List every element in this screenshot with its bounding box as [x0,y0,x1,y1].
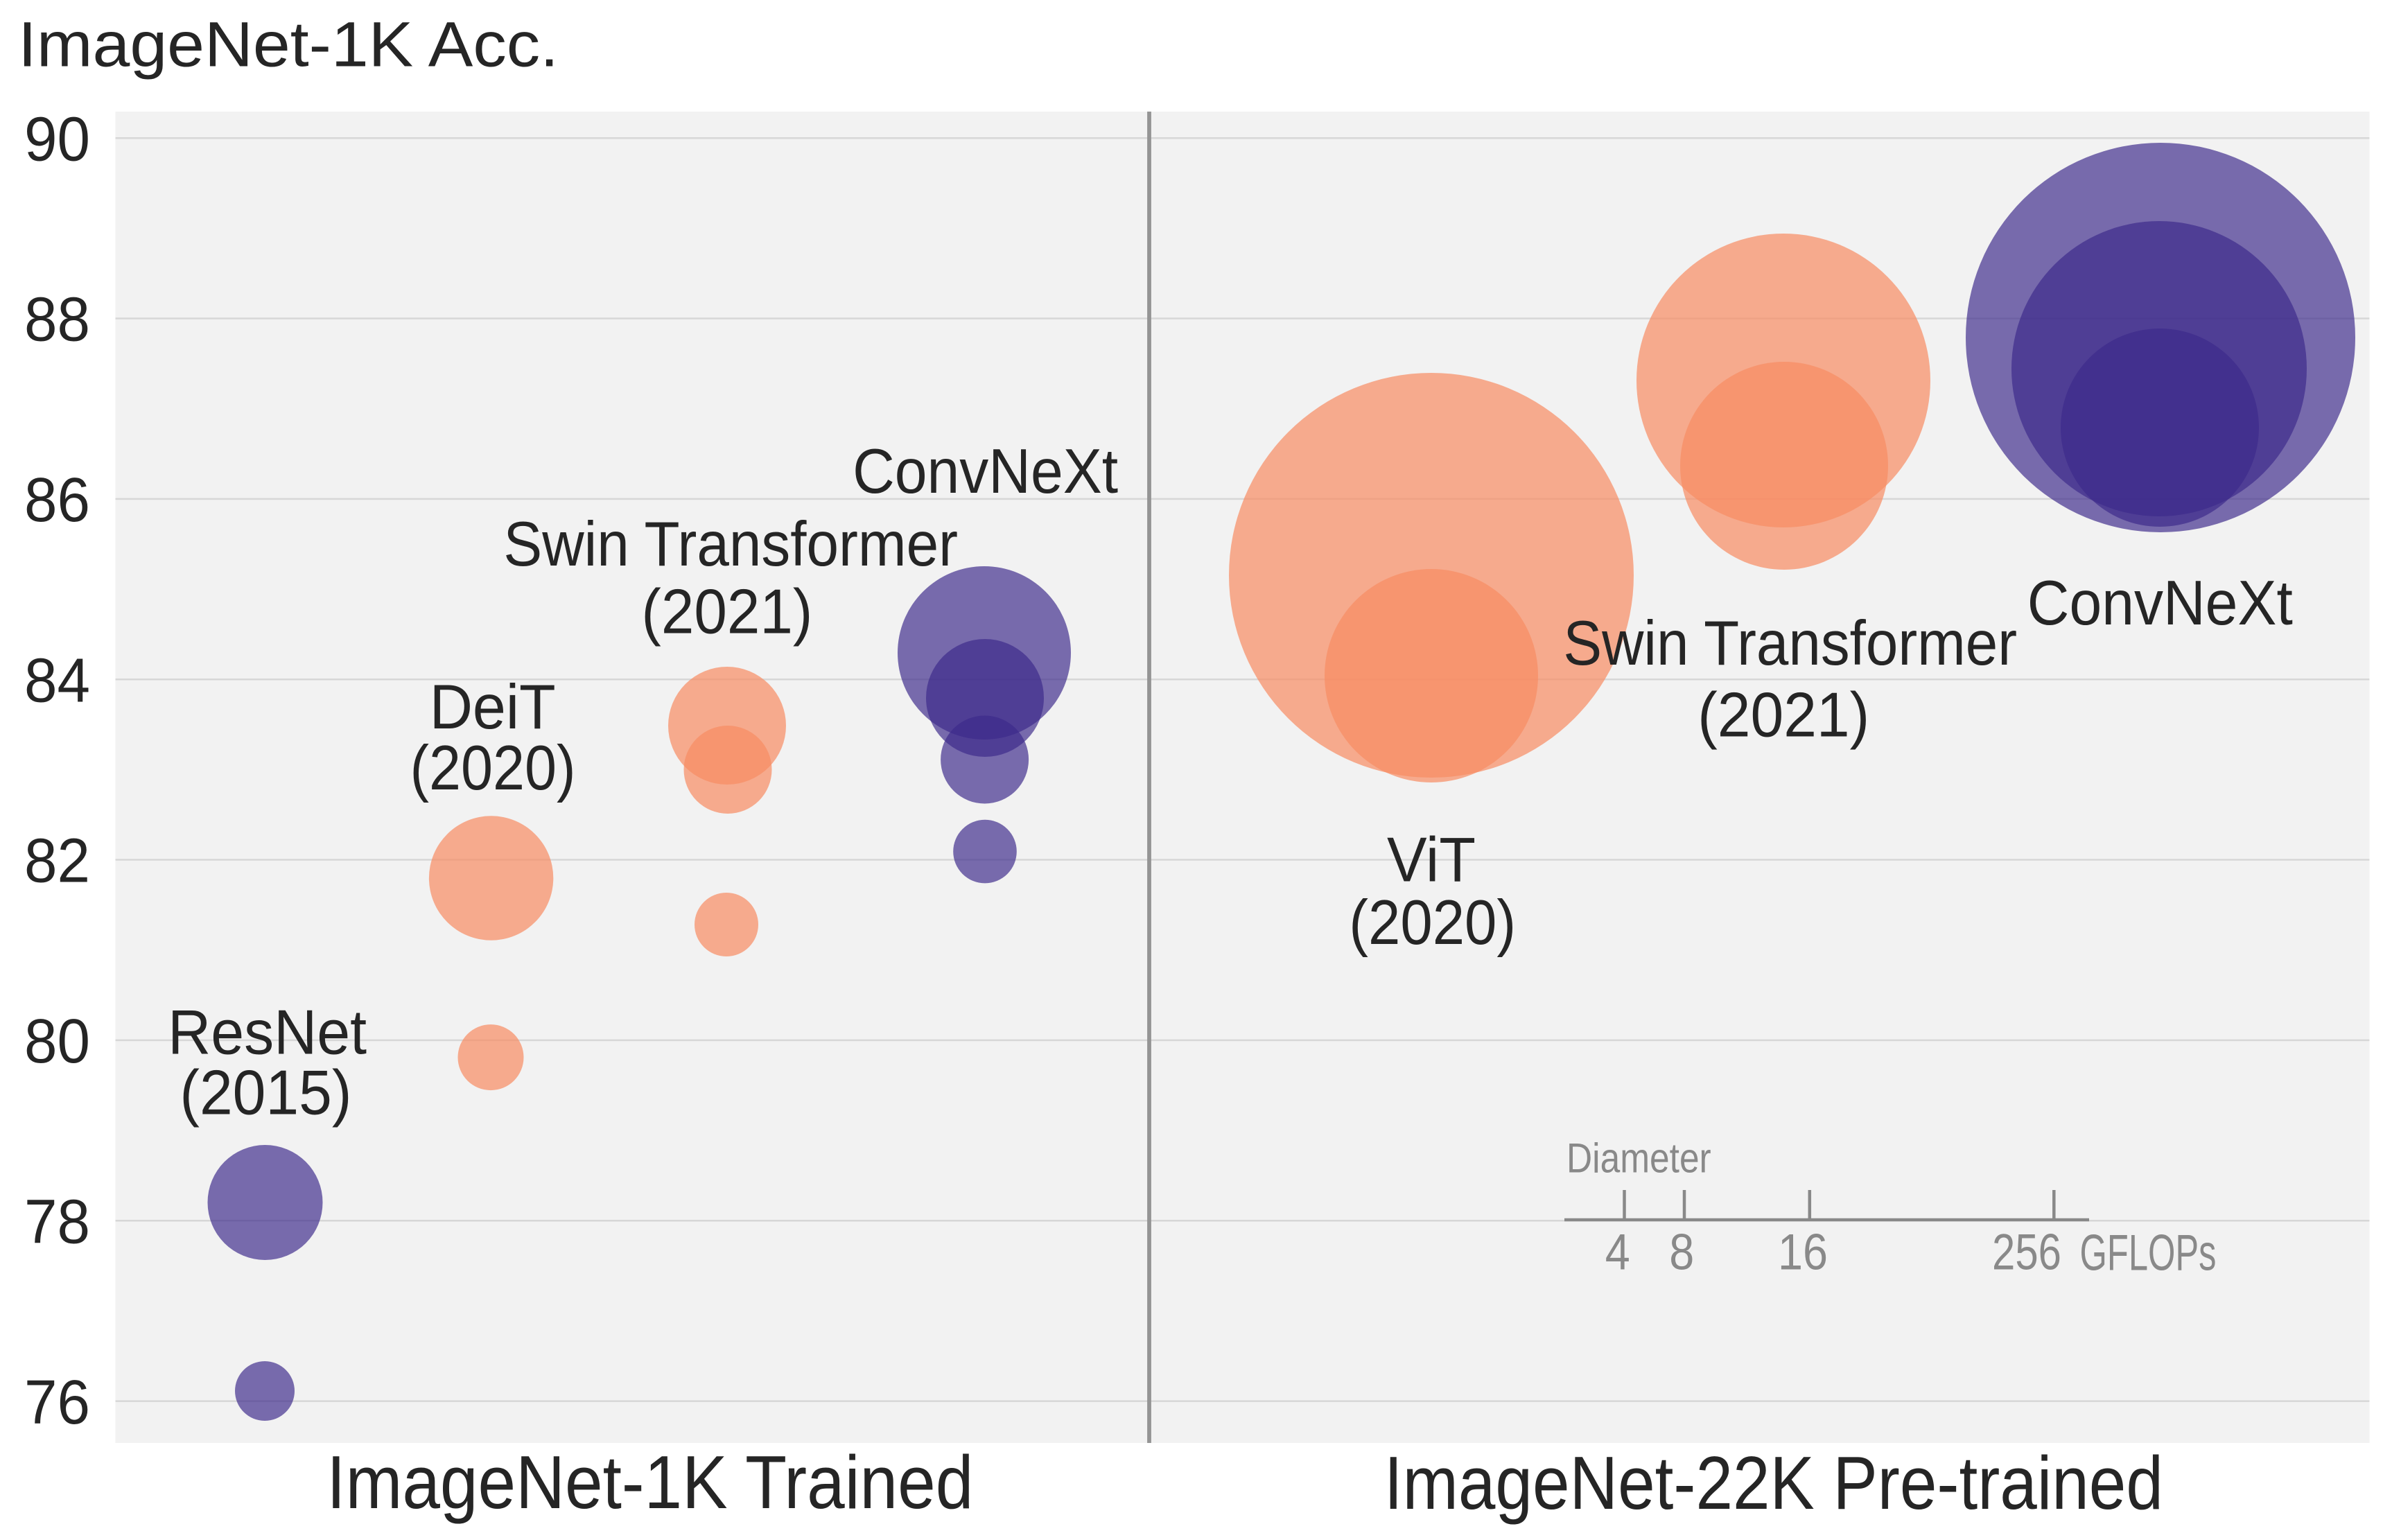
svg-text:78: 78 [24,1187,90,1257]
svg-text:ImageNet-1K Acc.: ImageNet-1K Acc. [18,10,559,80]
svg-text:80: 80 [24,1007,90,1076]
svg-text:Diameter: Diameter [1566,1135,1711,1182]
svg-text:ConvNeXt: ConvNeXt [853,437,1118,507]
svg-text:Swin Transformer: Swin Transformer [503,509,958,579]
svg-text:256: 256 [1992,1225,2061,1281]
svg-text:16: 16 [1778,1225,1828,1281]
svg-text:ResNet: ResNet [168,997,367,1067]
svg-text:90: 90 [24,105,90,174]
svg-text:ViT: ViT [1387,825,1476,895]
svg-text:(2021): (2021) [1697,681,1869,751]
svg-text:ImageNet-1K Trained: ImageNet-1K Trained [326,1440,973,1525]
svg-text:(2021): (2021) [641,577,812,647]
svg-text:8: 8 [1669,1225,1694,1281]
svg-text:76: 76 [24,1368,90,1437]
svg-text:ImageNet-22K Pre-trained: ImageNet-22K Pre-trained [1384,1441,2163,1525]
svg-text:88: 88 [24,286,90,355]
svg-text:82: 82 [24,827,90,896]
svg-text:(2015): (2015) [180,1058,351,1128]
svg-text:DeiT: DeiT [430,672,556,742]
svg-text:86: 86 [24,466,90,535]
svg-text:GFLOPs: GFLOPs [2080,1225,2217,1281]
svg-text:Swin Transformer: Swin Transformer [1563,609,2017,679]
svg-text:84: 84 [24,646,90,715]
svg-text:(2020): (2020) [1349,888,1516,958]
svg-text:(2020): (2020) [410,733,576,803]
svg-text:ConvNeXt: ConvNeXt [2027,568,2293,638]
svg-text:4: 4 [1605,1225,1630,1281]
